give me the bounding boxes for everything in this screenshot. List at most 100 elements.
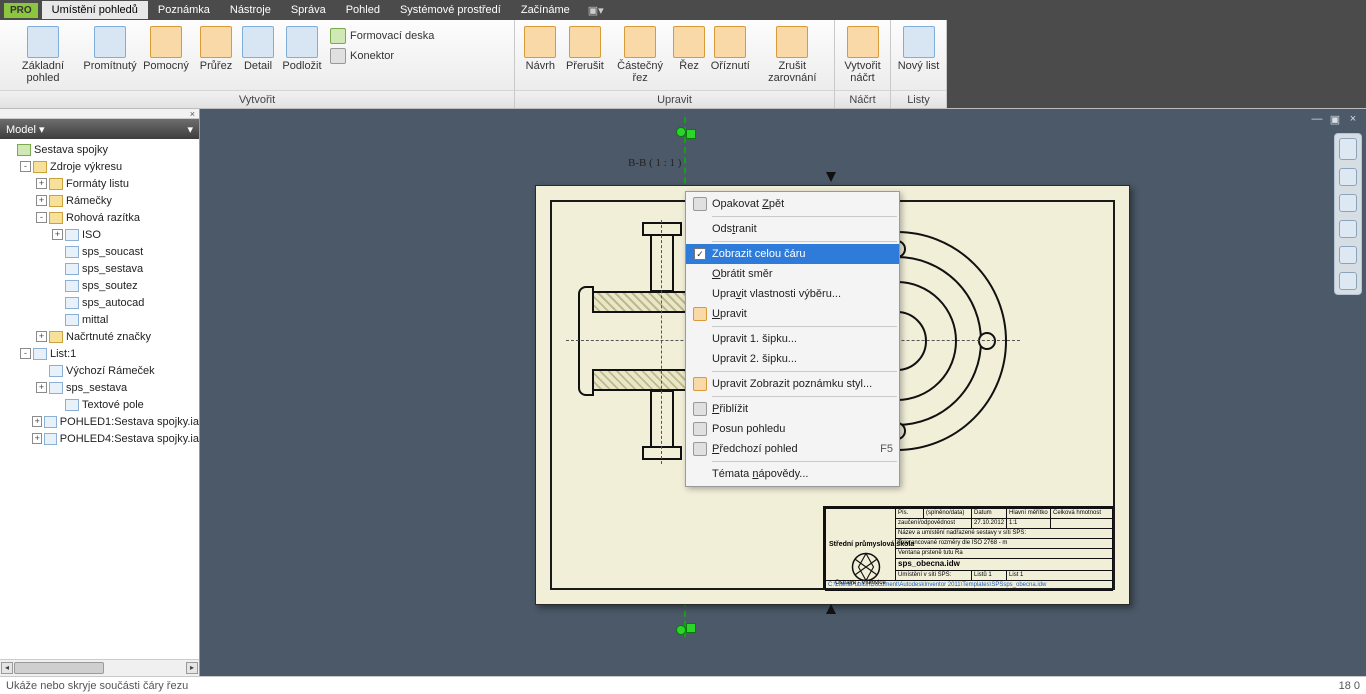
title-block[interactable]: Střední průmyslová škola Ostrava - Vítko… <box>823 506 1113 588</box>
panel-title[interactable]: Model ▾▾ <box>0 119 199 139</box>
edit-icon <box>693 307 707 321</box>
mdi-restore-icon[interactable]: ▣ <box>1328 113 1342 126</box>
folder-icon <box>49 195 63 207</box>
menu-tab-getstarted[interactable]: Začínáme <box>511 1 580 19</box>
context-menu-item[interactable]: Upravit 2. šipku... <box>686 349 899 369</box>
menu-tab-environments[interactable]: Systémové prostředí <box>390 1 511 19</box>
projected-view-button[interactable]: Promítnutý <box>82 22 138 72</box>
tree-node[interactable]: -Rohová razítka <box>0 209 199 226</box>
tree-expander-icon[interactable]: - <box>20 161 31 172</box>
browser-hscrollbar[interactable]: ◂ ▸ <box>0 659 199 676</box>
tree-node[interactable]: + POHLED1:Sestava spojky.ia <box>0 413 199 430</box>
section-view-button[interactable]: Průřez <box>194 22 238 72</box>
tree-node[interactable]: +ISO <box>0 226 199 243</box>
scroll-thumb[interactable] <box>14 662 104 674</box>
titleblock-city: Ostrava - Vítkovice <box>835 580 886 586</box>
context-menu-item[interactable]: Odstranit <box>686 219 899 239</box>
tree-node[interactable]: +Formáty listu <box>0 175 199 192</box>
context-menu-item[interactable]: Obrátit směr <box>686 264 899 284</box>
tree-expander-icon[interactable]: + <box>36 331 47 342</box>
context-menu-item[interactable]: Upravit <box>686 304 899 324</box>
ribbon-toggle-icon[interactable]: ▣▾ <box>588 4 604 17</box>
menu-tab-view[interactable]: Pohled <box>336 1 390 19</box>
tree-node[interactable]: sps_sestava <box>0 260 199 277</box>
draft-button[interactable]: Návrh <box>519 22 562 72</box>
context-menu-item[interactable]: Posun pohledu <box>686 419 899 439</box>
menu-tab-placement[interactable]: Umístění pohledů <box>42 1 148 19</box>
break-alignment-button[interactable]: Zrušit zarovnání <box>755 22 831 84</box>
tree-node[interactable]: -List:1 <box>0 345 199 362</box>
section-line-endpoint-top[interactable] <box>676 127 686 137</box>
new-sheet-button[interactable]: Nový list <box>895 22 942 72</box>
tree-expander-icon[interactable]: + <box>52 229 63 240</box>
tree-node[interactable]: +Rámečky <box>0 192 199 209</box>
context-menu-item[interactable]: Přiblížit <box>686 399 899 419</box>
menu-tab-annotate[interactable]: Poznámka <box>148 1 220 19</box>
detail-view-button[interactable]: Detail <box>238 22 278 72</box>
zoom-all-icon[interactable] <box>1339 194 1357 212</box>
tree-expander-icon[interactable]: + <box>32 433 42 444</box>
model-tree[interactable]: Sestava spojky-Zdroje výkresu+Formáty li… <box>0 139 199 659</box>
zoom-icon[interactable] <box>1339 220 1357 238</box>
tree-node[interactable]: mittal <box>0 311 199 328</box>
ribbon-group-label: Náčrt <box>835 90 890 108</box>
pan-icon[interactable] <box>1339 168 1357 186</box>
context-menu-item[interactable]: ✓Zobrazit celou čáru <box>686 244 899 264</box>
tree-node[interactable]: Výchozí Rámeček <box>0 362 199 379</box>
connector-button[interactable]: Konektor <box>326 46 438 66</box>
context-menu-item[interactable]: Upravit vlastnosti výběru... <box>686 284 899 304</box>
context-menu-item[interactable]: Předchozí pohledF5 <box>686 439 899 459</box>
overlay-view-button[interactable]: Podložit <box>278 22 326 72</box>
menu-separator <box>712 461 897 462</box>
context-menu-item[interactable]: Opakovat Zpět <box>686 194 899 214</box>
breakout-button[interactable]: Částečný řez <box>608 22 672 84</box>
tree-node[interactable]: sps_autocad <box>0 294 199 311</box>
tree-expander-icon[interactable]: + <box>32 416 42 427</box>
section-line-handle-bottom[interactable] <box>686 623 696 633</box>
menu-item-label: Témata nápovědy... <box>712 468 893 480</box>
tree-node[interactable]: Sestava spojky <box>0 141 199 158</box>
orbit-icon[interactable] <box>1339 272 1357 290</box>
panel-close-icon[interactable]: × <box>0 109 199 119</box>
tree-node-label: POHLED1:Sestava spojky.ia <box>60 416 199 428</box>
section-line-endpoint-bottom[interactable] <box>676 625 686 635</box>
tree-expander-icon[interactable]: + <box>36 195 47 206</box>
tree-node[interactable]: +sps_sestava <box>0 379 199 396</box>
context-menu-item[interactable]: Témata nápovědy... <box>686 464 899 484</box>
tree-expander-icon[interactable]: + <box>36 178 47 189</box>
mdi-minimize-icon[interactable]: — <box>1310 113 1324 126</box>
tree-node[interactable]: Textové pole <box>0 396 199 413</box>
ribbon-group-label: Listy <box>891 90 946 108</box>
menu-tab-manage[interactable]: Správa <box>281 1 336 19</box>
scroll-right-icon[interactable]: ▸ <box>186 662 198 674</box>
menu-tab-tools[interactable]: Nástroje <box>220 1 281 19</box>
tree-node[interactable]: sps_soucast <box>0 243 199 260</box>
auxiliary-view-button[interactable]: Pomocný <box>138 22 194 72</box>
tree-expander-icon[interactable]: - <box>36 212 47 223</box>
tree-node-label: sps_sestava <box>82 263 143 275</box>
base-view-button[interactable]: Základní pohled <box>4 22 82 84</box>
slice-button[interactable]: Řez <box>672 22 706 72</box>
crop-button[interactable]: Oříznutí <box>706 22 754 72</box>
menu-item-label: Předchozí pohled <box>712 443 880 455</box>
break-button[interactable]: Přerušit <box>562 22 609 72</box>
create-sketch-button[interactable]: Vytvořit náčrt <box>839 22 886 84</box>
tree-node[interactable]: +Načrtnuté značky <box>0 328 199 345</box>
context-menu-item[interactable]: Upravit 1. šipku... <box>686 329 899 349</box>
pro-badge: PRO <box>4 3 38 18</box>
tree-node[interactable]: -Zdroje výkresu <box>0 158 199 175</box>
section-line-handle-top[interactable] <box>686 129 696 139</box>
tree-node[interactable]: +POHLED4:Sestava spojky.ia <box>0 430 199 447</box>
tree-expander-icon[interactable]: + <box>36 382 47 393</box>
context-menu-item[interactable]: Upravit Zobrazit poznámku styl... <box>686 374 899 394</box>
nailboard-button[interactable]: Formovací deska <box>326 26 438 46</box>
tree-node[interactable]: sps_soutez <box>0 277 199 294</box>
viewcube-icon[interactable] <box>1339 138 1357 160</box>
document-icon <box>65 246 79 258</box>
zoom-window-icon[interactable] <box>1339 246 1357 264</box>
scroll-left-icon[interactable]: ◂ <box>1 662 13 674</box>
tree-expander-icon[interactable]: - <box>20 348 31 359</box>
panel-filter-icon[interactable]: ▾ <box>187 123 193 136</box>
drawing-canvas[interactable]: — ▣ × B-B ( 1 : 1 ) <box>200 109 1366 676</box>
mdi-close-icon[interactable]: × <box>1346 113 1360 126</box>
